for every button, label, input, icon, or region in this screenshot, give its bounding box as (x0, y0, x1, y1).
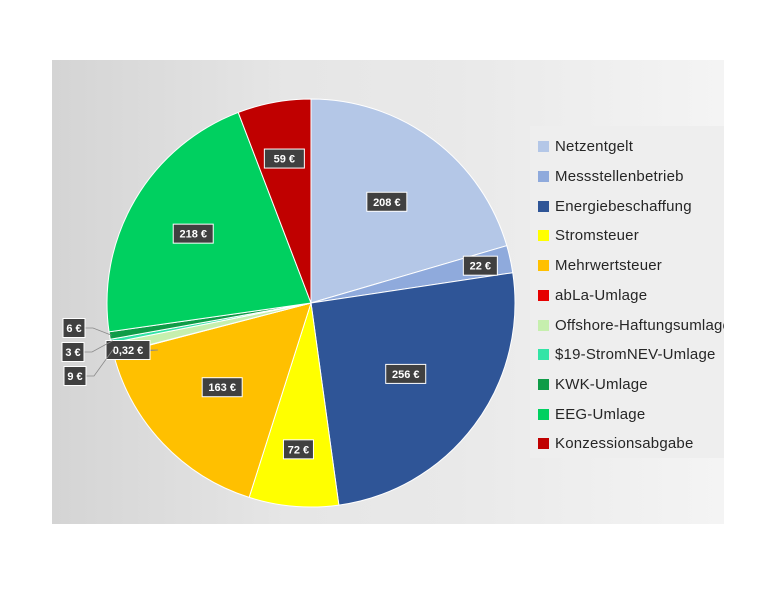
legend-label: Mehrwertsteuer (555, 256, 663, 274)
legend-item: Stromsteuer (538, 223, 639, 247)
legend-swatch (538, 319, 549, 331)
data-label-messstellenbetrieb: 22 € (462, 255, 498, 276)
data-label-box (63, 366, 87, 386)
legend-swatch (538, 229, 549, 241)
legend-item: Konzessionsabgabe (538, 431, 694, 455)
data-label-text: 3 € (65, 347, 80, 359)
legend-label: EEG-Umlage (555, 405, 646, 423)
data-label-text: 59 € (274, 154, 295, 166)
data-label-box (201, 377, 243, 398)
data-label-box (462, 255, 498, 276)
legend-swatch (538, 259, 549, 271)
legend-label: Energiebeschaffung (555, 197, 692, 215)
legend-label: Offshore-Haftungsumlage (555, 316, 724, 334)
legend-label: Messstellenbetrieb (555, 167, 684, 185)
pie-slice-eeg-umlage (106, 111, 312, 333)
legend-swatch (538, 140, 549, 152)
data-label-box (172, 223, 214, 244)
legend: Netzentgelt Messstellenbetrieb Energiebe… (530, 126, 724, 458)
data-label-mehrwertsteuer: 163 € (201, 377, 243, 398)
legend-swatch (538, 348, 549, 360)
legend-label: abLa-Umlage (555, 286, 648, 304)
legend-item: Offshore-Haftungsumlage (538, 313, 724, 337)
legend-item: EEG-Umlage (538, 402, 645, 426)
pie-slices (106, 98, 516, 508)
data-label-netzentgelt: 208 € (366, 191, 408, 212)
legend-label: KWK-Umlage (555, 375, 648, 393)
data-label-eeg-umlage: 218 € (172, 223, 214, 244)
legend-swatch (538, 437, 549, 449)
data-label-text: 208 € (373, 197, 401, 209)
legend-item: Messstellenbetrieb (538, 164, 684, 188)
legend-item: $19-StromNEV-Umlage (538, 342, 716, 366)
data-label-text: 22 € (470, 261, 491, 273)
legend-item: Mehrwertsteuer (538, 253, 662, 277)
legend-label: Konzessionsabgabe (555, 434, 694, 452)
pie-chart: 208 € 22 € 256 € 72 € 163 € 0,32 € 9 € 3 € 6 € 21… (61, 98, 516, 508)
data-label-box (61, 342, 85, 362)
data-labels: 208 € 22 € 256 € 72 € 163 € 0,32 € 9 € 3 € 6 € 21… (61, 148, 498, 460)
legend-label: Stromsteuer (555, 226, 639, 244)
data-label-text: 163 € (208, 382, 236, 394)
data-label-abla-umlage: 0,32 € (105, 340, 151, 360)
chart-area: 208 € 22 € 256 € 72 € 163 € 0,32 € 9 € 3 € 6 € 21… (52, 60, 724, 524)
data-label-box (62, 318, 86, 338)
legend-item: Netzentgelt (538, 134, 633, 158)
data-label-text: 256 € (392, 369, 420, 381)
legend-label: Netzentgelt (555, 137, 634, 155)
data-label-text: 72 € (288, 444, 309, 456)
leader-line (86, 347, 115, 377)
leader-line (84, 340, 113, 353)
data-label-konzessionsabgabe: 59 € (263, 148, 305, 169)
legend-swatch (538, 289, 549, 301)
data-label-text: 9 € (67, 371, 82, 383)
data-label-energiebeschaffung: 256 € (385, 363, 427, 384)
legend-item: Energiebeschaffung (538, 194, 692, 218)
pie-slice-energiebeschaffung (310, 272, 516, 506)
data-label-box (263, 148, 305, 169)
legend-label: $19-StromNEV-Umlage (555, 345, 716, 363)
data-label-box (282, 439, 314, 460)
pie-slice-netzentgelt (310, 98, 508, 304)
legend-swatch (538, 200, 549, 212)
data-label-offshore-haftungsumlage: 9 € (63, 366, 87, 386)
data-label-kwk-umlage: 6 € (62, 318, 86, 338)
legend-item: KWK-Umlage (538, 372, 648, 396)
data-label-text: 6 € (66, 323, 81, 335)
legend-item: abLa-Umlage (538, 283, 647, 307)
legend-swatch (538, 378, 549, 390)
data-label-19-stromnev-umlage: 3 € (61, 342, 85, 362)
pie-slice-mehrwertsteuer (112, 302, 312, 499)
legend-swatch (538, 170, 549, 182)
data-label-box (366, 191, 408, 212)
data-label-text: 218 € (179, 229, 207, 241)
data-label-box (385, 363, 427, 384)
data-label-box (105, 340, 151, 360)
data-label-text: 0,32 € (113, 345, 144, 357)
legend-swatch (538, 408, 549, 420)
data-label-stromsteuer: 72 € (282, 439, 314, 460)
leader-line (85, 327, 112, 336)
